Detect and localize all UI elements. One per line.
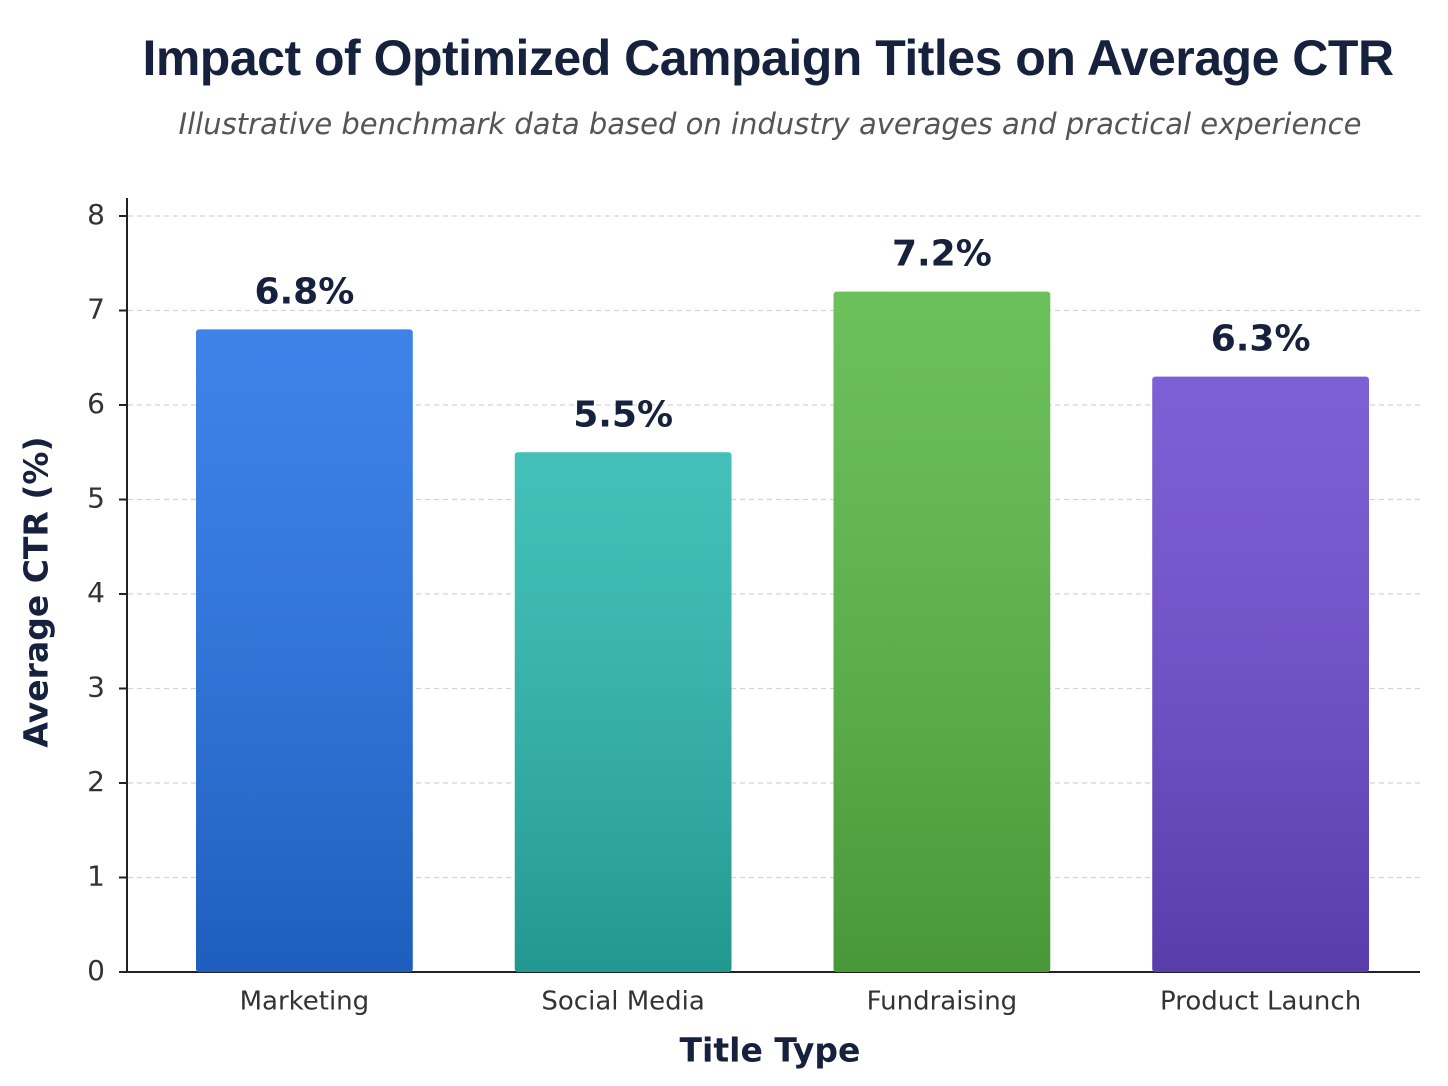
bar-shade	[514, 452, 732, 972]
y-tick-label: 6	[87, 387, 105, 420]
chart-title: Impact of Optimized Campaign Titles on A…	[142, 30, 1394, 86]
value-label: 5.5%	[573, 394, 673, 435]
y-tick-label: 7	[87, 293, 105, 326]
bar-shade	[196, 329, 413, 972]
y-tick-label: 4	[87, 576, 105, 609]
chart-subtitle: Illustrative benchmark data based on ind…	[179, 107, 1362, 141]
bar-shade	[1152, 376, 1369, 972]
y-axis-label: Average CTR (%)	[17, 436, 56, 747]
y-tick-label: 8	[87, 198, 105, 231]
bar-shade	[833, 291, 1051, 973]
x-tick-label: Fundraising	[867, 987, 1018, 1017]
value-label: 6.8%	[254, 271, 354, 312]
x-tick-label: Product Launch	[1160, 987, 1361, 1017]
x-tick-label: Social Media	[541, 987, 704, 1017]
value-label: 6.3%	[1211, 319, 1311, 360]
y-tick-label: 1	[87, 860, 105, 893]
y-tick-label: 0	[87, 954, 105, 987]
x-axis-label: Title Type	[680, 1031, 861, 1070]
x-tick-label: Marketing	[240, 987, 370, 1017]
y-tick-label: 5	[87, 482, 105, 515]
y-tick-label: 3	[87, 671, 105, 704]
value-label: 7.2%	[892, 234, 992, 275]
y-tick-label: 2	[87, 765, 105, 798]
